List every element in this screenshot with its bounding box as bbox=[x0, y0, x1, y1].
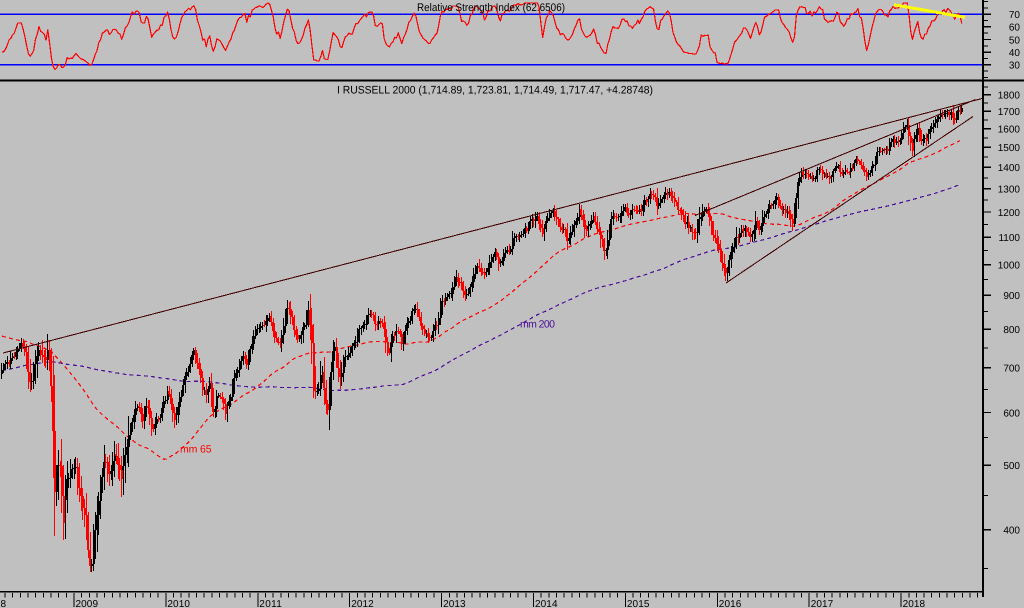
svg-text:70: 70 bbox=[1009, 10, 1021, 21]
svg-text:500: 500 bbox=[1003, 461, 1020, 472]
svg-text:1700: 1700 bbox=[998, 107, 1021, 118]
svg-text:2009: 2009 bbox=[76, 599, 99, 608]
svg-text:2010: 2010 bbox=[167, 599, 190, 608]
svg-text:1600: 1600 bbox=[998, 125, 1021, 136]
svg-text:1200: 1200 bbox=[998, 208, 1021, 219]
svg-text:2008: 2008 bbox=[0, 599, 7, 608]
svg-text:30: 30 bbox=[1009, 61, 1021, 72]
svg-text:400: 400 bbox=[1003, 526, 1020, 537]
svg-text:800: 800 bbox=[1003, 325, 1020, 336]
svg-text:1500: 1500 bbox=[998, 143, 1021, 154]
svg-text:1300: 1300 bbox=[998, 185, 1021, 196]
svg-text:700: 700 bbox=[1003, 364, 1020, 375]
svg-text:1800: 1800 bbox=[998, 91, 1021, 102]
svg-text:900: 900 bbox=[1003, 291, 1020, 302]
svg-text:2013: 2013 bbox=[443, 599, 466, 608]
svg-text:mm 65: mm 65 bbox=[180, 444, 212, 456]
svg-text:2015: 2015 bbox=[627, 599, 650, 608]
svg-text:2012: 2012 bbox=[351, 599, 374, 608]
svg-text:Relative Strength Index (62.65: Relative Strength Index (62.6506) bbox=[417, 2, 565, 14]
svg-text:2011: 2011 bbox=[259, 599, 282, 608]
svg-text:1000: 1000 bbox=[998, 261, 1021, 272]
svg-text:mm 200: mm 200 bbox=[520, 319, 555, 331]
svg-text:50: 50 bbox=[1009, 35, 1021, 46]
svg-text:2017: 2017 bbox=[811, 599, 834, 608]
svg-text:600: 600 bbox=[1003, 408, 1020, 419]
svg-text:40: 40 bbox=[1009, 48, 1021, 59]
svg-text:60: 60 bbox=[1009, 23, 1021, 34]
svg-text:I RUSSELL 2000 (1,714.89, 1,72: I RUSSELL 2000 (1,714.89, 1,723.81, 1,71… bbox=[337, 85, 653, 97]
svg-text:2014: 2014 bbox=[535, 599, 558, 608]
svg-text:1400: 1400 bbox=[998, 163, 1021, 174]
svg-text:2018: 2018 bbox=[903, 599, 926, 608]
svg-text:2016: 2016 bbox=[719, 599, 742, 608]
svg-text:1100: 1100 bbox=[998, 233, 1020, 244]
